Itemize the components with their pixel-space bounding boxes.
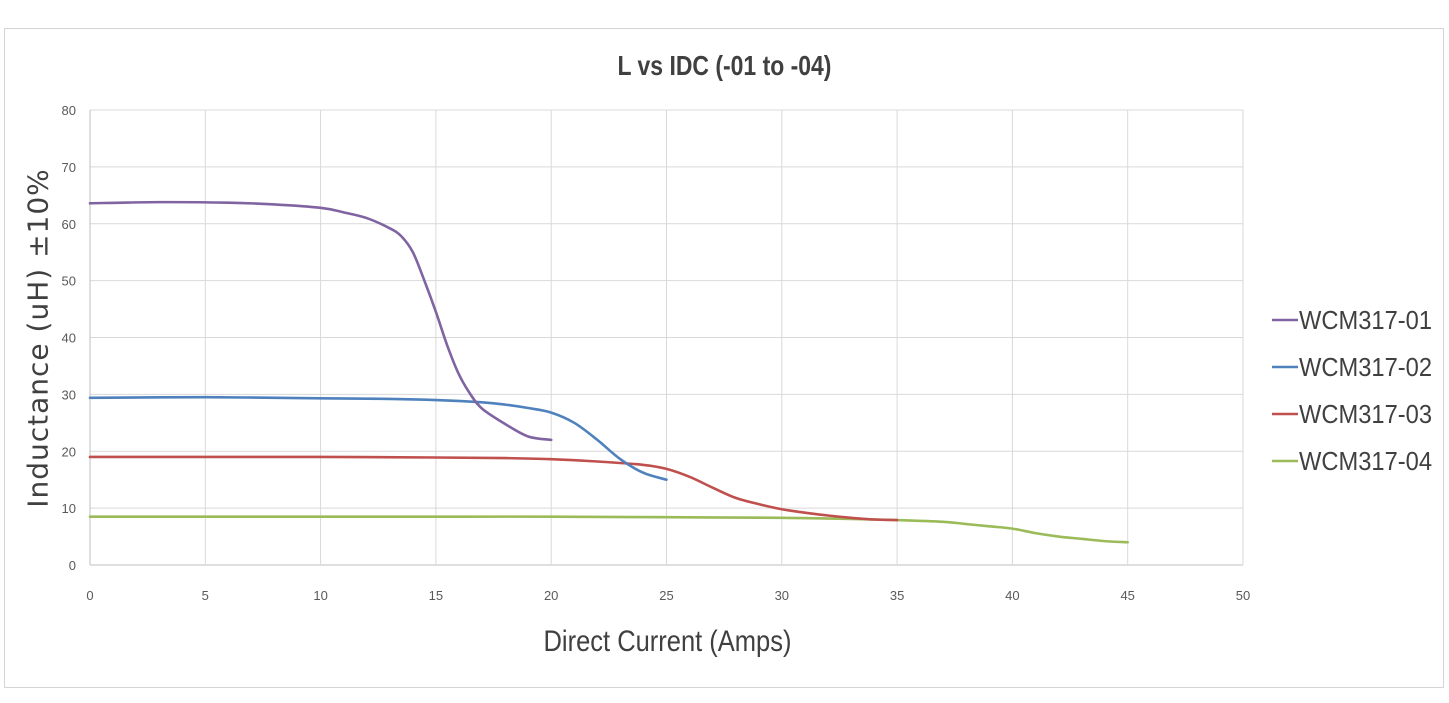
x-tick-label: 40	[1005, 588, 1019, 603]
y-tick-label: 70	[62, 160, 76, 175]
chart-title: L vs IDC (-01 to -04)	[617, 50, 832, 81]
series-line-wcm317-02	[88, 395, 668, 481]
y-tick-label: 20	[62, 444, 76, 459]
legend: WCM317-01 WCM317-02 WCM317-03 WCM317-04	[1272, 305, 1432, 476]
y-tick-label: 30	[62, 387, 76, 402]
x-tick-label: 30	[775, 588, 789, 603]
y-tick-label: 80	[62, 103, 76, 118]
x-tick-label: 0	[86, 588, 93, 603]
x-tick-label: 50	[1236, 588, 1250, 603]
y-tick-label: 40	[62, 331, 76, 346]
x-tick-label: 35	[890, 588, 904, 603]
y-tick-label: 10	[62, 501, 76, 516]
x-tick-label: 5	[202, 588, 209, 603]
series-line-wcm317-04	[88, 515, 1129, 544]
x-tick-label: 10	[313, 588, 327, 603]
x-tick-label: 20	[544, 588, 558, 603]
y-tick-label: 60	[62, 217, 76, 232]
grid-lines	[89, 109, 1244, 566]
x-tick-label: 45	[1120, 588, 1134, 603]
legend-label: WCM317-04	[1299, 446, 1432, 476]
x-tick-label: 25	[659, 588, 673, 603]
chart-frame	[4, 28, 1444, 688]
y-tick-label: 0	[69, 558, 76, 573]
y-tick-label: 50	[62, 274, 76, 289]
legend-label: WCM317-01	[1299, 305, 1432, 335]
y-tick-labels: 0 10 20 30 40 50 60 70 80	[62, 103, 76, 573]
x-tick-label: 15	[429, 588, 443, 603]
series-line-wcm317-01	[88, 200, 553, 442]
series-lines	[88, 200, 1129, 544]
series-line-wcm317-03	[88, 455, 899, 522]
legend-label: WCM317-03	[1299, 399, 1432, 429]
legend-label: WCM317-02	[1299, 352, 1432, 382]
x-tick-labels: 0 5 10 15 20 25 30 35 40 45 50	[86, 588, 1250, 603]
x-axis-label: Direct Current (Amps)	[543, 625, 792, 658]
